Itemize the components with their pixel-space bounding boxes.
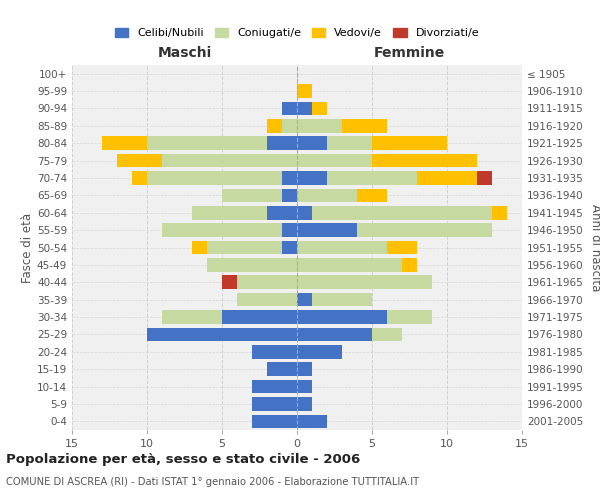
Bar — [297, 345, 342, 358]
Bar — [297, 414, 327, 428]
Bar — [297, 240, 387, 254]
Bar — [477, 171, 492, 185]
Bar — [297, 310, 387, 324]
Bar — [372, 154, 477, 168]
Bar — [132, 171, 147, 185]
Y-axis label: Anni di nascita: Anni di nascita — [589, 204, 600, 291]
Bar — [297, 397, 312, 410]
Bar — [372, 136, 447, 150]
Legend: Celibi/Nubili, Coniugati/e, Vedovi/e, Divorziati/e: Celibi/Nubili, Coniugati/e, Vedovi/e, Di… — [110, 23, 484, 42]
Bar — [297, 224, 357, 237]
Bar — [342, 119, 387, 132]
Bar — [252, 380, 297, 394]
Bar — [297, 188, 357, 202]
Bar — [207, 240, 282, 254]
Y-axis label: Fasce di età: Fasce di età — [21, 212, 34, 282]
Bar — [297, 154, 372, 168]
Bar — [327, 136, 372, 150]
Bar — [147, 136, 267, 150]
Bar — [297, 258, 402, 272]
Bar — [297, 276, 432, 289]
Bar — [357, 188, 387, 202]
Bar — [282, 171, 297, 185]
Bar — [492, 206, 507, 220]
Bar — [267, 136, 297, 150]
Bar — [297, 362, 312, 376]
Bar — [162, 224, 282, 237]
Bar — [282, 240, 297, 254]
Text: Femmine: Femmine — [374, 46, 445, 60]
Bar — [402, 258, 417, 272]
Bar — [327, 171, 417, 185]
Bar — [297, 136, 327, 150]
Bar — [297, 119, 342, 132]
Bar — [297, 102, 312, 115]
Bar — [312, 206, 492, 220]
Bar — [387, 310, 432, 324]
Bar — [417, 171, 477, 185]
Bar — [282, 102, 297, 115]
Bar — [282, 188, 297, 202]
Bar — [207, 258, 297, 272]
Text: Popolazione per età, sesso e stato civile - 2006: Popolazione per età, sesso e stato civil… — [6, 452, 360, 466]
Bar — [267, 206, 297, 220]
Bar — [267, 119, 282, 132]
Bar — [357, 224, 492, 237]
Bar — [297, 171, 327, 185]
Bar — [222, 276, 237, 289]
Bar — [252, 345, 297, 358]
Bar — [237, 276, 297, 289]
Bar — [297, 84, 312, 98]
Bar — [312, 102, 327, 115]
Bar — [192, 240, 207, 254]
Bar — [282, 119, 297, 132]
Bar — [312, 293, 372, 306]
Bar — [297, 380, 312, 394]
Text: COMUNE DI ASCREA (RI) - Dati ISTAT 1° gennaio 2006 - Elaborazione TUTTITALIA.IT: COMUNE DI ASCREA (RI) - Dati ISTAT 1° ge… — [6, 477, 419, 487]
Bar — [147, 171, 282, 185]
Bar — [162, 154, 297, 168]
Bar — [237, 293, 297, 306]
Bar — [297, 206, 312, 220]
Bar — [162, 310, 222, 324]
Text: Maschi: Maschi — [157, 46, 212, 60]
Bar — [252, 397, 297, 410]
Bar — [252, 414, 297, 428]
Bar — [297, 293, 312, 306]
Bar — [147, 328, 297, 341]
Bar — [387, 240, 417, 254]
Bar — [102, 136, 147, 150]
Bar — [282, 224, 297, 237]
Bar — [117, 154, 162, 168]
Bar — [222, 188, 282, 202]
Bar — [192, 206, 267, 220]
Bar — [297, 328, 372, 341]
Bar — [372, 328, 402, 341]
Bar — [222, 310, 297, 324]
Bar — [267, 362, 297, 376]
